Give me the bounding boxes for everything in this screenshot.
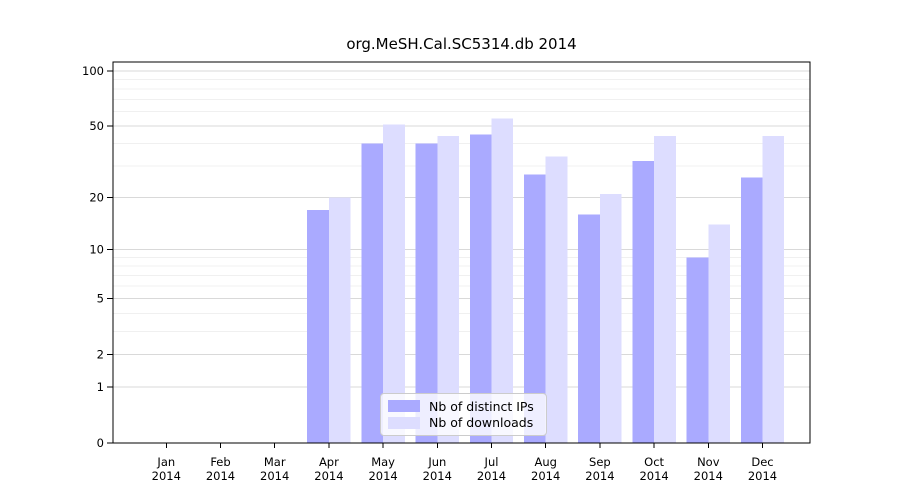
legend-label-distinct-ips: Nb of distinct IPs [429, 398, 534, 414]
x-tick-label-year-oct: 2014 [639, 469, 668, 483]
x-tick-label-year-sep: 2014 [585, 469, 614, 483]
bar-nov-downloads [708, 224, 730, 443]
bar-sep-distinct-ips [578, 214, 600, 443]
x-tick-label-month-feb: Feb [210, 455, 230, 469]
x-tick-label-year-nov: 2014 [694, 469, 723, 483]
plot-border [112, 61, 811, 444]
y-tick-label-1: 1 [97, 380, 104, 394]
legend-label-downloads: Nb of downloads [429, 415, 534, 431]
x-tick-label-year-jul: 2014 [477, 469, 506, 483]
bar-oct-downloads [654, 136, 676, 443]
bar-may-downloads [383, 124, 405, 444]
legend-item-downloads: Nb of downloads [388, 415, 538, 430]
bar-apr-downloads [328, 197, 351, 443]
legend-swatch-downloads [388, 416, 420, 429]
y-tick-label-100: 100 [82, 64, 104, 78]
y-tick-label-2: 2 [97, 347, 104, 361]
x-tick-label-year-mar: 2014 [260, 469, 289, 483]
bar-sep-downloads [599, 193, 622, 443]
y-tick-label-10: 10 [89, 243, 104, 257]
x-tick-label-month-nov: Nov [697, 455, 720, 469]
bar-jun-distinct-ips [415, 143, 438, 444]
x-tick-label-month-aug: Aug [534, 455, 556, 469]
legend-swatch-distinct-ips [388, 400, 420, 413]
bar-oct-distinct-ips [632, 161, 655, 443]
x-tick-label-month-jul: Jul [484, 455, 499, 469]
x-tick-label-month-may: May [371, 455, 395, 469]
bar-apr-distinct-ips [307, 210, 329, 443]
legend-item-distinct-ips: Nb of distinct IPs [388, 399, 538, 414]
x-tick-label-year-jan: 2014 [152, 469, 181, 483]
x-tick-label-month-jan: Jan [156, 455, 175, 469]
x-tick-label-year-may: 2014 [368, 469, 397, 483]
y-tick-label-5: 5 [97, 292, 104, 306]
x-tick-label-month-mar: Mar [264, 455, 286, 469]
bar-dec-downloads [762, 136, 785, 443]
bar-nov-distinct-ips [686, 257, 709, 443]
bar-aug-distinct-ips [524, 174, 546, 443]
chart-title: org.MeSH.Cal.SC5314.db 2014 [346, 35, 577, 53]
x-tick-label-month-jun: Jun [427, 455, 446, 469]
x-tick-label-year-dec: 2014 [748, 469, 777, 483]
x-tick-label-year-apr: 2014 [314, 469, 343, 483]
bar-jul-distinct-ips [469, 134, 492, 443]
legend: Nb of distinct IPs Nb of downloads [380, 393, 547, 436]
bar-aug-downloads [545, 156, 568, 444]
x-tick-label-year-jun: 2014 [423, 469, 452, 483]
x-tick-label-month-oct: Oct [644, 455, 664, 469]
x-tick-label-month-apr: Apr [319, 455, 339, 469]
bar-jun-downloads [437, 136, 459, 443]
x-tick-label-year-feb: 2014 [206, 469, 235, 483]
bar-may-distinct-ips [361, 143, 384, 444]
y-tick-label-0: 0 [97, 436, 104, 450]
x-tick-label-year-aug: 2014 [531, 469, 560, 483]
y-tick-label-50: 50 [89, 119, 104, 133]
bar-dec-distinct-ips [740, 177, 763, 444]
x-tick-label-month-dec: Dec [751, 455, 773, 469]
bar-jul-downloads [491, 118, 514, 443]
y-tick-label-20: 20 [89, 191, 104, 205]
x-tick-label-month-sep: Sep [589, 455, 611, 469]
